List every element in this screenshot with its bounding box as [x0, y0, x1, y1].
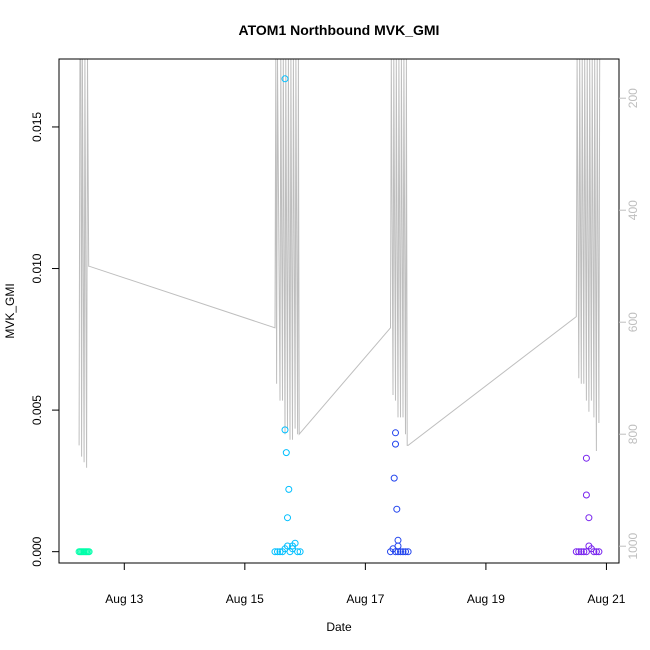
- data-point: [392, 440, 399, 448]
- x-tick-label: Aug 19: [467, 592, 505, 606]
- y-right-tick-label: 600: [626, 312, 640, 332]
- data-point: [394, 536, 402, 544]
- data-point: [390, 474, 398, 482]
- data-point: [282, 449, 290, 457]
- data-point: [296, 548, 304, 556]
- data-point: [399, 548, 407, 556]
- data-point: [402, 548, 409, 556]
- data-point: [289, 545, 296, 553]
- y-right-tick-label: 200: [626, 88, 640, 108]
- data-point: [592, 548, 600, 556]
- data-point: [404, 548, 412, 556]
- x-axis-label: Date: [326, 620, 352, 634]
- data-point: [274, 548, 281, 556]
- y-right-tick-label: 400: [626, 200, 640, 220]
- y-axis: 0.000 0.005 0.010 0.015: [30, 112, 60, 567]
- data-point: [284, 514, 291, 522]
- secondary-line-path: [78, 59, 601, 468]
- data-point: [582, 491, 590, 499]
- data-point: [582, 548, 590, 556]
- data-point: [276, 548, 284, 556]
- data-point: [285, 485, 293, 493]
- data-point: [281, 426, 289, 434]
- data-point: [572, 548, 580, 556]
- y-axis-right: 200 400 600 800 1000: [619, 88, 640, 560]
- data-point: [590, 548, 598, 556]
- data-point: [271, 548, 279, 556]
- data-point: [585, 514, 593, 522]
- data-point: [392, 429, 399, 437]
- y-axis-label: MVK_GMI: [3, 283, 17, 338]
- data-point: [394, 542, 402, 550]
- plot-frame: [58, 58, 620, 564]
- data-point: [577, 548, 585, 556]
- data-point: [281, 75, 289, 83]
- y-tick-label: 0.010: [30, 253, 44, 283]
- data-point: [85, 548, 93, 556]
- x-tick-label: Aug 17: [346, 592, 384, 606]
- data-point: [397, 548, 404, 556]
- x-tick-label: Aug 15: [226, 592, 264, 606]
- data-points: [75, 75, 603, 556]
- x-axis: Aug 13 Aug 15 Aug 17 Aug 19 Aug 21: [105, 562, 626, 606]
- y-tick-label: 0.000: [30, 536, 44, 566]
- data-point: [595, 548, 603, 556]
- y-tick-label: 0.005: [30, 395, 44, 425]
- chart-title: ATOM1 Northbound MVK_GMI: [239, 22, 440, 38]
- secondary-series-line: [78, 59, 601, 468]
- data-point: [575, 548, 583, 556]
- data-point: [289, 542, 296, 550]
- y-tick-label: 0.015: [30, 112, 44, 142]
- x-tick-label: Aug 13: [105, 592, 143, 606]
- y-right-tick-label: 1000: [626, 533, 640, 560]
- x-tick-label: Aug 21: [587, 592, 625, 606]
- data-point: [580, 548, 588, 556]
- y-right-tick-label: 800: [626, 424, 640, 444]
- data-point: [294, 548, 302, 556]
- data-point: [392, 548, 399, 556]
- data-point: [393, 505, 401, 513]
- data-point: [582, 454, 590, 462]
